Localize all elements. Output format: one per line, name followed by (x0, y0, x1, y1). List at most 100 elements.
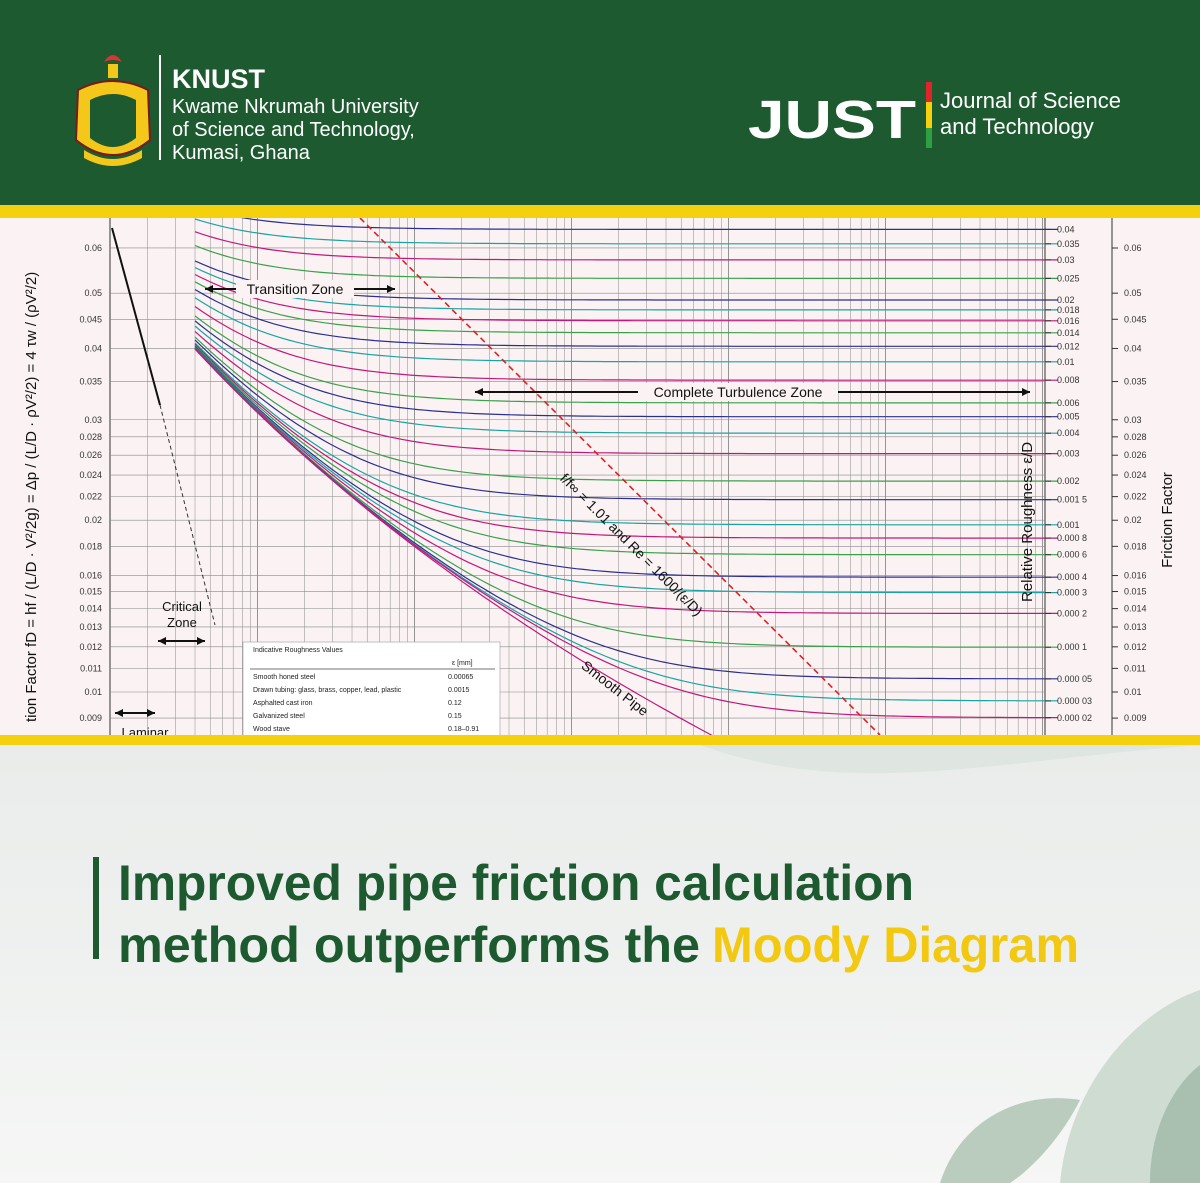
roughness-tick-label: 0.000 1 (1057, 642, 1087, 652)
roughness-tick-label: 0.000 02 (1057, 713, 1092, 723)
y-tick-label: 0.06 (84, 243, 102, 253)
decor-wave (700, 745, 1200, 774)
y-tick-label: 0.016 (1124, 571, 1147, 581)
roughness-curve (240, 218, 1059, 230)
roughness-curve (194, 347, 1059, 614)
header-band (0, 0, 1200, 205)
y-tick-label: 0.024 (1124, 470, 1147, 480)
table-header: ε [mm] (452, 660, 473, 667)
journal-line: Journal of Science (940, 88, 1121, 113)
zone-label: Transition Zone (247, 281, 344, 297)
roughness-tick-label: 0.000 3 (1057, 588, 1087, 598)
roughness-curve (194, 273, 1059, 322)
table-cell: Smooth honed steel (253, 674, 316, 681)
roughness-curve (194, 346, 1059, 594)
y-tick-label: 0.013 (1124, 622, 1147, 632)
table-cell: Galvanized steel (253, 713, 305, 720)
table-cell: Drawn tubing: glass, brass, copper, lead… (253, 687, 402, 694)
y-tick-label: 0.02 (84, 515, 102, 525)
arrow-head (115, 709, 123, 717)
table-cell: 0.15 (448, 713, 462, 720)
y-tick-label: 0.009 (1124, 713, 1147, 723)
roughness-tick-label: 0.000 8 (1057, 533, 1087, 543)
roughness-curve (194, 218, 1059, 245)
axis-label: Friction Factor (1159, 472, 1176, 568)
roughness-tick-label: 0.000 05 (1057, 674, 1092, 684)
leaf-shape (940, 1098, 1080, 1183)
smooth-pipe-curve (194, 348, 713, 735)
roughness-tick-label: 0.001 5 (1057, 495, 1087, 505)
org-line: of Science and Technology, (172, 119, 415, 141)
roughness-tick-label: 0.005 (1057, 412, 1080, 422)
arrow-head (1022, 388, 1030, 396)
roughness-curve (194, 266, 1059, 311)
diagram-background (0, 218, 1200, 735)
y-tick-label: 0.035 (79, 377, 102, 387)
roughness-tick-label: 0.002 (1057, 476, 1080, 486)
roughness-curve (194, 343, 1059, 539)
roughness-tick-label: 0.008 (1057, 375, 1080, 385)
roughness-tick-label: 0.004 (1057, 428, 1080, 438)
table-cell: 0.12 (448, 700, 462, 707)
label-background (236, 280, 354, 298)
laminar-line (111, 227, 161, 406)
roughness-curve (194, 297, 1059, 363)
roughness-tick-label: 0.04 (1057, 224, 1075, 234)
y-tick-label: 0.022 (1124, 492, 1147, 502)
headline-line: Improved pipe friction calculation (118, 855, 914, 911)
zone-label: Critical (162, 599, 202, 614)
roughness-tick-label: 0.016 (1057, 316, 1080, 326)
y-tick-label: 0.013 (79, 622, 102, 632)
y-tick-label: 0.02 (1124, 515, 1142, 525)
flag-yellow (926, 102, 932, 128)
roughness-curve (194, 342, 1059, 526)
y-tick-label: 0.026 (1124, 450, 1147, 460)
y-tick-label: 0.011 (1124, 663, 1146, 673)
arrow-head (158, 637, 166, 645)
y-tick-label: 0.022 (79, 492, 102, 502)
y-tick-label: 0.03 (84, 415, 102, 425)
table-cell: 0.0015 (448, 687, 470, 694)
roughness-curve (194, 244, 1059, 279)
headline-bar (93, 857, 99, 959)
y-tick-label: 0.012 (79, 642, 102, 652)
roughness-curve (194, 320, 1059, 418)
roughness-tick-label: 0.000 03 (1057, 696, 1092, 706)
y-tick-label: 0.011 (80, 663, 102, 673)
roughness-tick-label: 0.014 (1057, 328, 1080, 338)
y-tick-label: 0.015 (79, 587, 102, 597)
roughness-curve (194, 346, 1059, 578)
yellow-strip (0, 205, 1200, 218)
y-tick-label: 0.026 (79, 450, 102, 460)
table-background (242, 641, 501, 735)
roughness-curve (194, 339, 1059, 501)
axis-label: tion Factor fD = hf / (L/D · V²/2g) = Δp… (23, 272, 40, 722)
arrow-head (205, 285, 213, 293)
y-tick-label: 0.028 (79, 432, 102, 442)
roughness-tick-label: 0.03 (1057, 255, 1075, 265)
roughness-tick-label: 0.018 (1057, 305, 1080, 315)
roughness-curve (194, 336, 1059, 482)
roughness-tick-label: 0.003 (1057, 449, 1080, 459)
roughness-curve (194, 306, 1059, 381)
boundary-line (359, 218, 881, 735)
roughness-curve (194, 315, 1059, 404)
arrow-head (475, 388, 483, 396)
leaf-shape (1150, 1065, 1200, 1183)
roughness-tick-label: 0.035 (1057, 239, 1080, 249)
journal-abbr: JUST (748, 90, 916, 150)
y-tick-label: 0.016 (79, 571, 102, 581)
y-tick-label: 0.05 (1124, 288, 1142, 298)
arrow-head (147, 709, 155, 717)
headline-line: method outperforms the (118, 917, 700, 973)
lower-background (0, 745, 1200, 1183)
roughness-tick-label: 0.025 (1057, 273, 1080, 283)
roughness-tick-label: 0.012 (1057, 341, 1080, 351)
roughness-tick-label: 0.001 (1057, 520, 1080, 530)
roughness-curve (194, 325, 1059, 434)
y-tick-label: 0.045 (79, 314, 102, 324)
y-tick-label: 0.014 (1124, 604, 1147, 614)
y-tick-label: 0.06 (1124, 243, 1142, 253)
zone-label: Complete Turbulence Zone (654, 384, 823, 400)
